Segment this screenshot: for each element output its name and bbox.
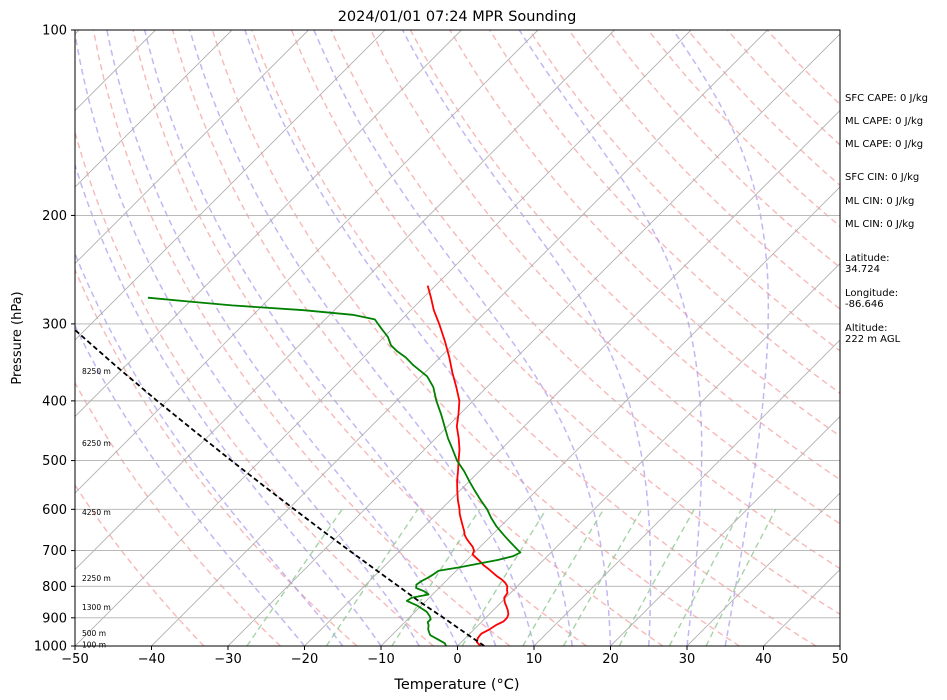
- isotherm-line: [304, 109, 840, 646]
- moist-adiabat-line: [189, 30, 535, 646]
- y-axis-label: Pressure (hPa): [10, 291, 25, 384]
- mixing-ratio-line: [461, 508, 547, 646]
- height-label: 1300 m: [82, 603, 111, 612]
- height-label: 6250 m: [82, 439, 111, 448]
- y-tick-label: 900: [42, 611, 67, 626]
- profiles: [75, 285, 522, 646]
- isotherm-line: [75, 30, 309, 265]
- isotherm-line: [75, 30, 539, 494]
- isotherm-line: [75, 30, 692, 646]
- x-tick-label: 0: [453, 652, 461, 667]
- dry-adiabat-line: [211, 30, 740, 646]
- height-label: 100 m: [82, 641, 106, 650]
- dry-adiabat-line: [132, 30, 587, 646]
- y-tick-label: 700: [42, 544, 67, 559]
- moist-adiabat-line: [75, 251, 344, 646]
- x-tick-label: 30: [679, 652, 696, 667]
- isotherm-line: [227, 33, 840, 646]
- y-tick-label: 400: [42, 394, 67, 409]
- sounding-stats-panel: SFC CAPE: 0 J/kg ML CAPE: 0 J/kg ML CAPE: …: [845, 0, 947, 700]
- isotherm-line: [533, 339, 840, 646]
- y-tick-label: 200: [42, 209, 67, 224]
- dry-adiabat-line: [75, 267, 358, 646]
- moist-adiabat-line: [75, 30, 420, 646]
- dry-adiabat-line: [528, 30, 840, 352]
- dry-adiabat-line: [330, 30, 840, 570]
- isotherm-line: [75, 30, 462, 418]
- x-tick-label: 40: [755, 652, 772, 667]
- x-tick-label: 10: [526, 652, 543, 667]
- stat-text: ML CIN: 0 J/kg: [845, 219, 915, 230]
- isotherm-line: [75, 30, 233, 188]
- y-tick-label: 800: [42, 580, 67, 595]
- temperature-profile-line: [426, 285, 510, 646]
- stat-text: SFC CIN: 0 J/kg: [845, 172, 920, 183]
- stat-text: SFC CAPE: 0 J/kg: [845, 93, 928, 104]
- mixing-ratio-line: [522, 508, 605, 646]
- chart-title: 2024/01/01 07:24 MPR Sounding: [338, 9, 577, 25]
- height-labels: 100 m 500 m 1300 m 2250 m 4250 m 6250 m 8250 m: [82, 367, 111, 649]
- dry-adiabat-line: [489, 30, 840, 395]
- x-tick-label: 20: [602, 652, 619, 667]
- stat-text: Longitude: -86.646: [845, 288, 899, 310]
- y-tick-label: 1000: [34, 640, 67, 655]
- moist-adiabat-line: [672, 30, 770, 646]
- stat-text: Altitude: 222 m AGL: [845, 323, 901, 345]
- moist-adiabat-line: [313, 30, 612, 646]
- height-label: 8250 m: [82, 367, 111, 376]
- moist-adiabat-line: [106, 30, 459, 646]
- dry-adiabat-line: [92, 30, 511, 646]
- stat-text: ML CIN: 0 J/kg: [845, 196, 915, 207]
- height-label: 4250 m: [82, 508, 111, 517]
- moist-adiabat-line: [401, 30, 652, 646]
- x-tick-label: −50: [61, 652, 88, 667]
- isotherm-line: [0, 30, 3, 646]
- x-tick-label: −20: [291, 652, 318, 667]
- mixing-ratio-line: [705, 508, 777, 646]
- parcel-profile-line: [75, 328, 485, 646]
- stat-text: Latitude: 34.724: [845, 253, 890, 275]
- isotherm-line: [457, 262, 840, 646]
- moist-adiabat-line: [143, 30, 497, 646]
- dry-adiabat-line: [251, 30, 817, 646]
- moist-adiabat-line: [518, 30, 703, 646]
- stat-text: ML CAPE: 0 J/kg: [845, 139, 924, 150]
- x-tick-label: 50: [832, 652, 849, 667]
- dry-adiabat-line: [290, 30, 840, 616]
- y-tick-label: 300: [42, 317, 67, 332]
- reference-lines: [75, 30, 840, 646]
- isotherm-line: [686, 492, 840, 646]
- mixing-ratio-line: [562, 508, 643, 646]
- dewpoint-profile-line: [147, 296, 522, 646]
- y-tick-label: 500: [42, 454, 67, 469]
- x-tick-label: −30: [214, 652, 241, 667]
- dry-adiabat-line: [75, 129, 434, 646]
- isotherm-line: [75, 30, 615, 571]
- x-tick-label: −40: [138, 652, 165, 667]
- dry-adiabat-line: [75, 381, 281, 646]
- grid: [0, 30, 840, 646]
- isotherm-line: [75, 30, 386, 341]
- mixing-ratio-line: [246, 508, 343, 646]
- dry-adiabat-line: [568, 30, 840, 310]
- moist-adiabat-line: [75, 162, 382, 646]
- isotherm-line: [380, 186, 840, 646]
- dry-adiabat-line: [370, 30, 840, 525]
- dry-adiabat-line: [75, 483, 205, 646]
- x-axis-label: Temperature (°C): [393, 677, 519, 693]
- height-label: 2250 m: [82, 574, 111, 583]
- stat-text: ML CAPE: 0 J/kg: [845, 116, 924, 127]
- mixing-ratio-line: [668, 508, 742, 646]
- dry-adiabat-line: [171, 30, 664, 646]
- y-tick-label: 100: [42, 24, 67, 39]
- moist-adiabat-line: [244, 30, 574, 646]
- x-tick-label: −10: [367, 652, 394, 667]
- y-tick-label: 600: [42, 503, 67, 518]
- isotherm-line: [610, 415, 840, 646]
- isotherm-line: [151, 30, 768, 646]
- height-label: 500 m: [82, 629, 106, 638]
